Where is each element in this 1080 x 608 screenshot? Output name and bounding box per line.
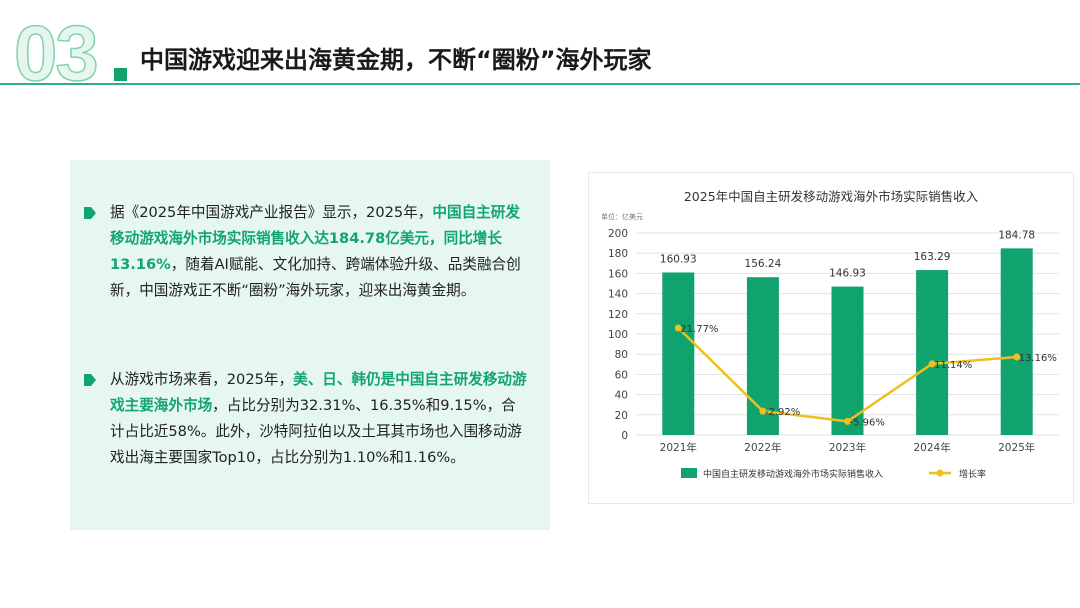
y-tick-label: 120 [608, 309, 628, 321]
y-tick-label: 60 [615, 369, 628, 381]
bar-value-label: 160.93 [660, 253, 697, 265]
growth-rate-label: -5.96% [850, 417, 885, 428]
chart-title: 2025年中国自主研发移动游戏海外市场实际销售收入 [684, 189, 979, 204]
legend-line-marker [936, 469, 944, 477]
paragraph-2: 从游戏市场来看，2025年，美、日、韩仍是中国自主研发移动游戏主要海外市场，占比… [84, 367, 530, 471]
bar-value-label: 163.29 [914, 251, 951, 263]
legend-bar-label: 中国自主研发移动游戏海外市场实际销售收入 [703, 468, 883, 480]
paragraph-1: 据《2025年中国游戏产业报告》显示，2025年，中国自主研发移动游戏海外市场实… [84, 200, 530, 304]
growth-rate-label: 13.16% [1019, 353, 1057, 364]
growth-rate-point [1013, 353, 1021, 361]
bar [1000, 248, 1033, 435]
y-tick-label: 100 [608, 329, 628, 341]
section-number-square [114, 68, 127, 81]
y-tick-label: 160 [608, 268, 628, 280]
chart-legend: 中国自主研发移动游戏海外市场实际销售收入 增长率 [681, 468, 986, 480]
sales-revenue-chart: 2025年中国自主研发移动游戏海外市场实际销售收入 单位：亿美元 0204060… [601, 189, 1059, 480]
y-tick-label: 20 [615, 410, 628, 422]
paragraph-1-text-a: 据《2025年中国游戏产业报告》显示，2025年， [110, 204, 433, 221]
y-axis: 0 20 40 60 80 100 120 140 160 180 200 [608, 228, 628, 442]
bar-value-label: 146.93 [829, 268, 866, 280]
x-tick-label: 2023年 [829, 441, 866, 454]
y-tick-label: 180 [608, 248, 628, 260]
growth-rate-point [928, 360, 936, 368]
growth-rate-point [844, 417, 851, 425]
y-tick-label: 140 [608, 289, 628, 301]
x-axis: 2021年 2022年 2023年 2024年 2025年 [660, 441, 1036, 454]
text-panel: 据《2025年中国游戏产业报告》显示，2025年，中国自主研发移动游戏海外市场实… [70, 160, 550, 530]
y-tick-label: 200 [608, 228, 628, 240]
chart-card: 2025年中国自主研发移动游戏海外市场实际销售收入 单位：亿美元 0 20 40 60… [588, 172, 1074, 504]
growth-rate-label: 21.77% [680, 324, 718, 335]
x-tick-label: 2021年 [660, 441, 697, 454]
bullet-icon [84, 374, 96, 386]
bar-value-label: 184.78 [998, 229, 1035, 241]
chart-unit-label: 单位：亿美元 [601, 212, 643, 221]
bar-value-label: 156.24 [745, 258, 782, 270]
growth-rate-point [674, 324, 682, 332]
y-tick-label: 80 [615, 349, 628, 361]
paragraph-1-text-b: ，随着AI赋能、文化加持、跨端体验升级、品类融合创新，中国游戏正不断“圈粉”海外… [110, 256, 521, 299]
legend-bar-swatch [681, 468, 697, 478]
x-tick-label: 2022年 [744, 441, 781, 454]
paragraph-1-highlight: 中国自主研发移动游戏海外市场实际销售收入达184.78亿美元，同比增长13.16… [110, 204, 520, 273]
growth-rate-label: 11.14% [934, 360, 972, 371]
x-tick-label: 2024年 [913, 441, 950, 454]
section-number: 03 [13, 9, 99, 97]
paragraph-2-text-a: 从游戏市场来看，2025年， [110, 371, 294, 388]
paragraph-2-highlight: 美、日、韩仍是中国自主研发移动游戏主要海外市场 [110, 371, 527, 414]
y-tick-label: 40 [615, 390, 628, 402]
paragraph-2-text-b: ，占比分别为32.31%、16.35%和9.15%，合计占比近58%。此外，沙特… [110, 397, 522, 466]
page-title: 中国游戏迎来出海黄金期，不断“圈粉”海外玩家 [140, 46, 652, 74]
bullet-icon [84, 207, 96, 219]
growth-rate-label: -2.92% [765, 407, 800, 418]
bar [916, 270, 949, 435]
growth-rate-point [759, 407, 767, 415]
y-tick-label: 0 [621, 430, 628, 442]
x-tick-label: 2025年 [998, 441, 1035, 454]
bar [662, 272, 695, 435]
header-rule [0, 83, 1080, 85]
legend-line-label: 增长率 [959, 468, 986, 480]
growth-rate-series: 21.77% -2.92% -5.96% 11.14% 13.16% [674, 324, 1057, 428]
bar [831, 286, 864, 435]
bar-series: 160.93 156.24 146.93 163.29 184.78 [660, 229, 1035, 435]
